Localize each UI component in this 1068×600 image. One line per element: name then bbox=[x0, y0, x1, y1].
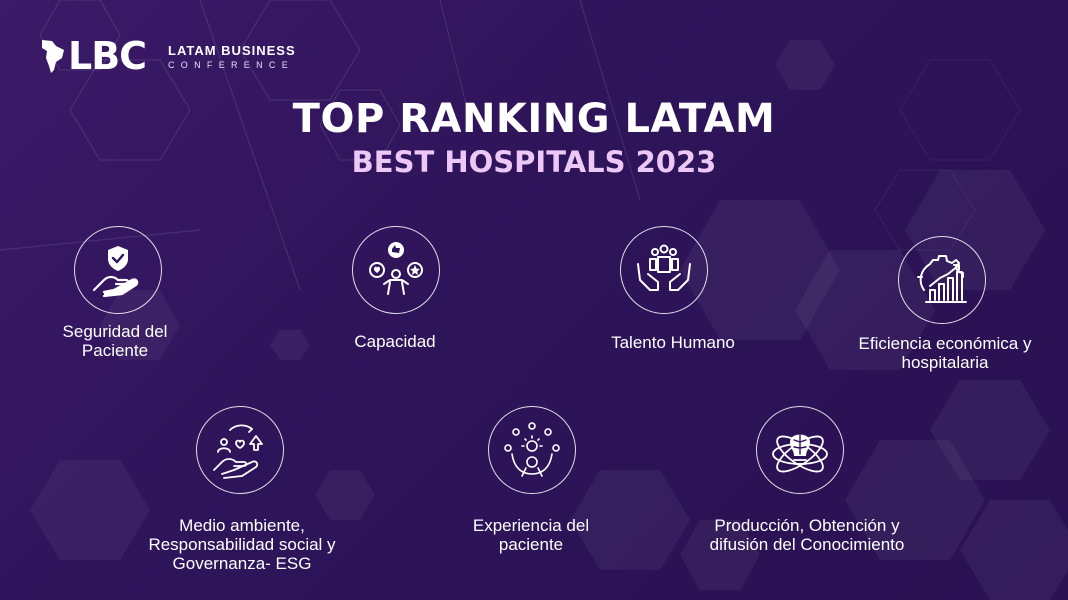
brand-name-top: LATAM BUSINESS bbox=[168, 43, 296, 58]
gear-bar-chart-icon bbox=[898, 236, 986, 324]
page-subtitle: BEST HOSPITALS 2023 bbox=[351, 145, 717, 179]
criterion-label-2: Capacidad bbox=[354, 332, 436, 351]
brand-mark: LBC bbox=[68, 34, 147, 78]
criterion-label-1: Seguridad del Paciente bbox=[62, 322, 168, 360]
latam-map-icon bbox=[42, 40, 64, 73]
criterion-label-5: Medio ambiente, Responsabilidad social y… bbox=[148, 516, 336, 573]
brand-logo: LBC LATAM BUSINESS CONFERENCE bbox=[38, 34, 328, 78]
brain-atom-icon bbox=[756, 406, 844, 494]
criterion-label-4: Eficiencia económica y hospitalaria bbox=[858, 334, 1032, 372]
person-thumbs-heart-star-icon bbox=[352, 226, 440, 314]
criterion-label-3: Talento Humano bbox=[611, 333, 735, 352]
hand-people-tree-cycle-icon bbox=[196, 406, 284, 494]
hand-shield-icon bbox=[74, 226, 162, 314]
hands-team-icon bbox=[620, 226, 708, 314]
criterion-label-7: Producción, Obtención y difusión del Con… bbox=[709, 516, 905, 554]
brand-name-bottom: CONFERENCE bbox=[168, 60, 295, 70]
person-gears-idea-icon bbox=[488, 406, 576, 494]
page-title: TOP RANKING LATAM bbox=[292, 96, 776, 142]
criterion-label-6: Experiencia del paciente bbox=[472, 516, 590, 554]
